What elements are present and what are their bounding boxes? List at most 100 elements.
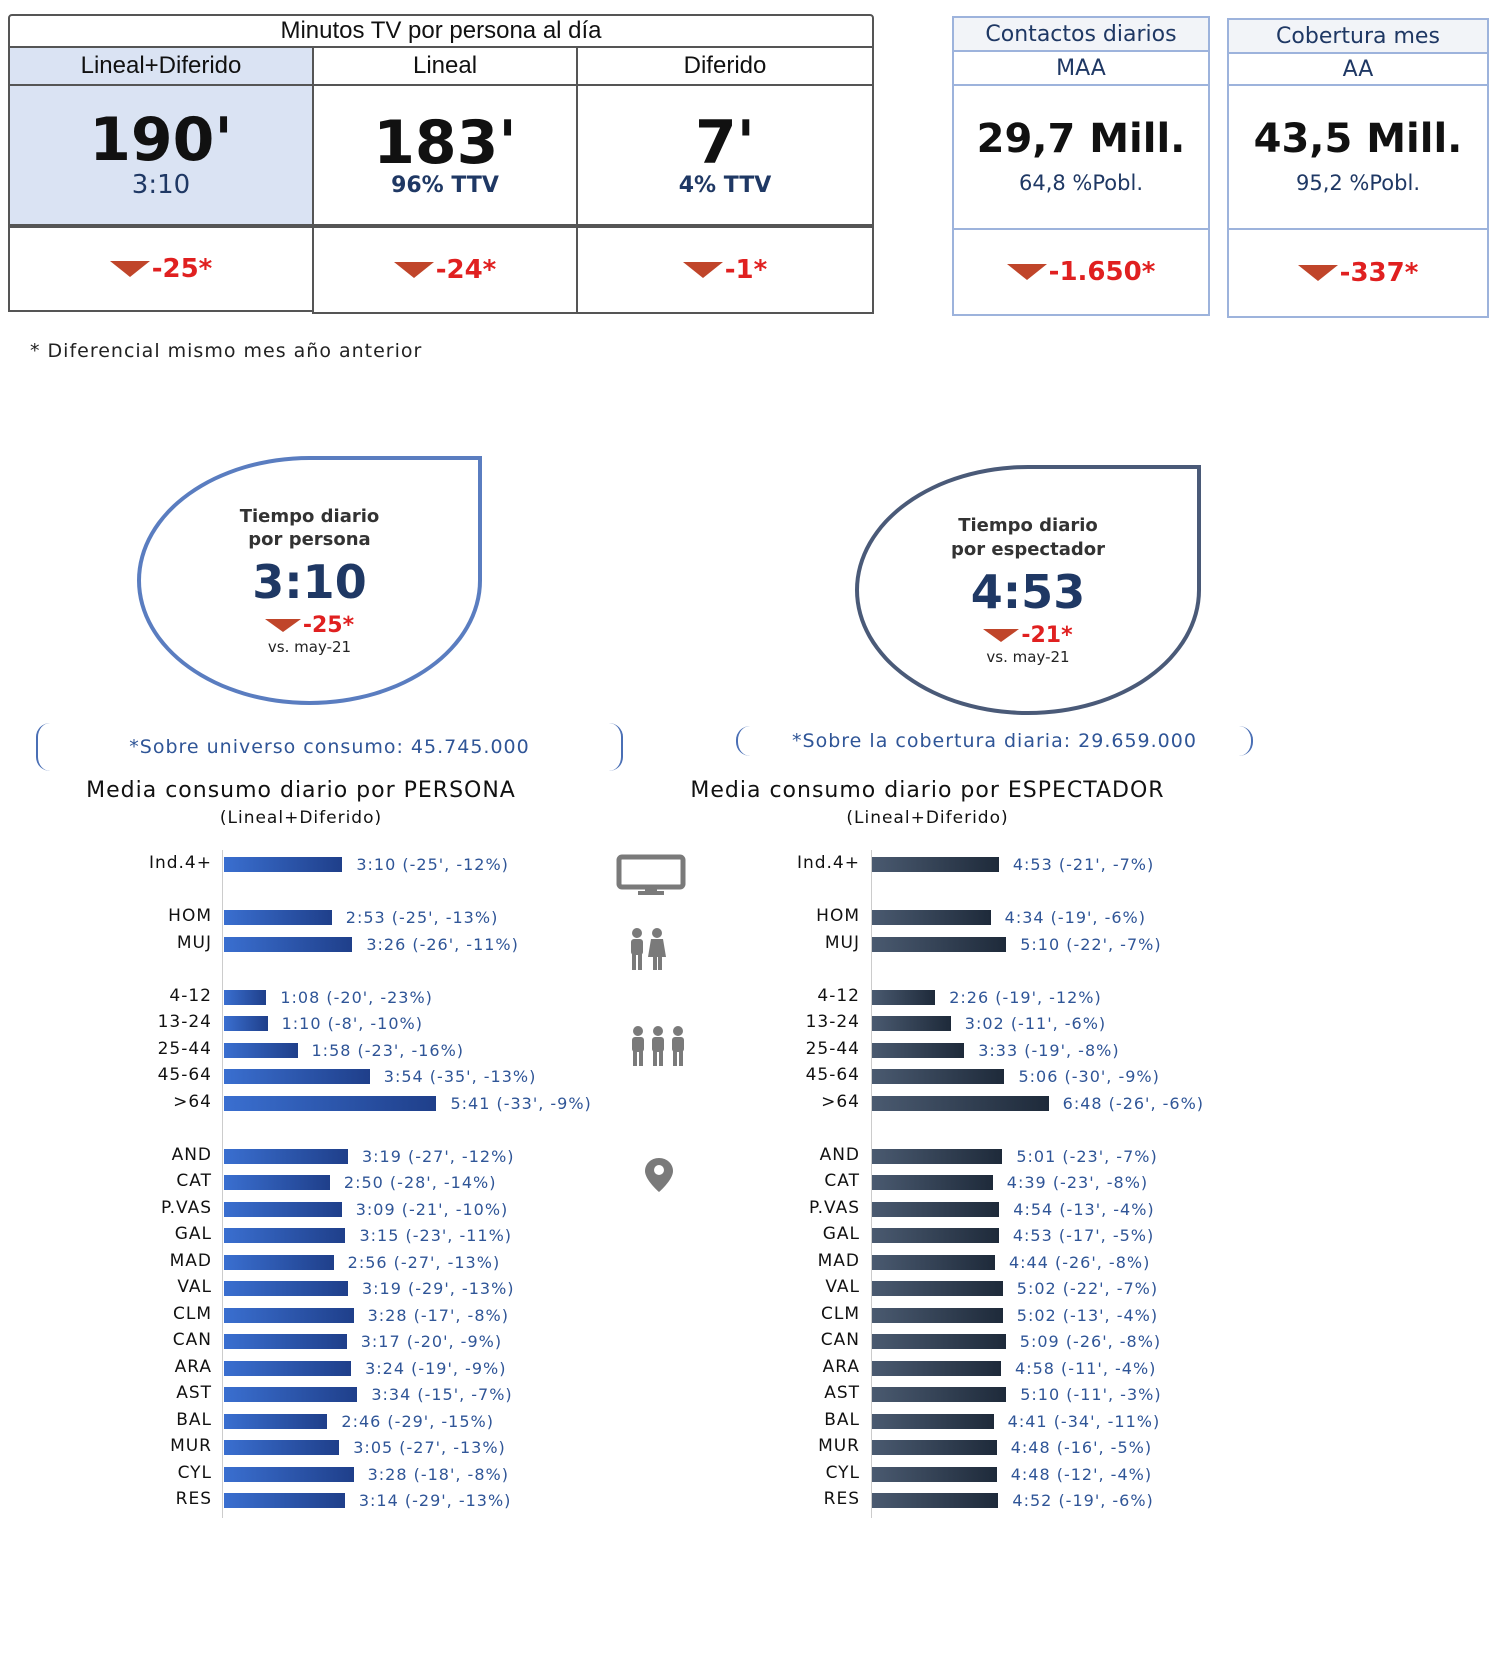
down-arrow-icon — [1297, 265, 1338, 281]
category-label-espectador: AST — [824, 1383, 860, 1403]
bar-espectador — [872, 1281, 1003, 1296]
bar-espectador — [872, 1201, 1000, 1217]
sub-value: 3:10 — [131, 170, 191, 200]
bar-persona — [224, 936, 353, 952]
bar-espectador — [872, 1360, 1002, 1376]
data-label-persona: 1:10 (-8', -10%) — [281, 1014, 423, 1033]
universe-note: *Sobre universo consumo: 45.745.000 — [36, 723, 623, 771]
category-label-espectador: HOM — [816, 906, 860, 926]
category-label-persona: HOM — [168, 906, 212, 926]
bar-espectador — [872, 1387, 1007, 1402]
delta-text: -337* — [1339, 258, 1419, 288]
contacts-sub: MAA — [952, 50, 1210, 86]
footnote: * Diferencial mismo mes año anterior — [30, 340, 423, 362]
bar-persona — [224, 1387, 358, 1402]
category-label-espectador: RES — [823, 1489, 860, 1509]
data-label-persona: 3:17 (-20', -9%) — [360, 1332, 503, 1351]
category-label-espectador: 45-64 — [805, 1065, 860, 1085]
drop-title: por persona — [248, 529, 371, 550]
bar-persona — [224, 1042, 298, 1058]
bar-persona — [224, 989, 267, 1005]
delta-lineal: -24* — [312, 226, 578, 314]
data-label-espectador: 4:58 (-11', -4%) — [1015, 1358, 1157, 1378]
down-arrow-icon — [393, 262, 434, 278]
data-label-espectador: 5:10 (-11', -3%) — [1020, 1385, 1162, 1404]
coverage-title: Cobertura mes — [1227, 18, 1489, 54]
delta-text: -21* — [1021, 622, 1073, 648]
bar-persona — [224, 1228, 346, 1243]
bar-espectador — [872, 857, 999, 872]
data-label-persona: 2:56 (-27', -13%) — [347, 1252, 501, 1272]
value-lineal-diferido: 190' 3:10 — [8, 84, 314, 226]
couple-icon — [631, 928, 666, 970]
bar-persona — [224, 1175, 330, 1190]
value: 7' — [694, 107, 756, 178]
bar-persona — [224, 1148, 348, 1164]
contacts-value: 29,7 Mill. 64,8 %Pobl. — [952, 84, 1210, 230]
category-label-persona: MAD — [169, 1250, 212, 1271]
bar-espectador — [872, 1466, 997, 1482]
contacts-title: Contactos diarios — [952, 16, 1210, 52]
category-label-persona: VAL — [177, 1277, 212, 1297]
category-label-persona: CAT — [176, 1171, 212, 1191]
bar-persona — [224, 1095, 437, 1111]
pct: 95,2 %Pobl. — [1296, 171, 1420, 195]
bar-persona — [224, 1069, 370, 1084]
delta: -337* — [1297, 258, 1419, 288]
category-label-espectador: MUJ — [824, 932, 860, 953]
data-label-espectador: 5:02 (-22', -7%) — [1016, 1279, 1159, 1298]
data-label-persona: 2:53 (-25', -13%) — [345, 908, 499, 927]
category-label-persona: RES — [175, 1489, 212, 1509]
category-label-espectador: VAL — [825, 1277, 860, 1297]
bar-persona — [224, 1334, 347, 1349]
category-label-espectador: MAD — [817, 1250, 860, 1271]
value-lineal: 183' 96% TTV — [312, 84, 578, 226]
sub-text: AA — [1342, 56, 1374, 82]
delta-text: -25* — [151, 254, 213, 284]
bar-persona — [224, 1254, 334, 1270]
bar-espectador — [872, 1413, 994, 1429]
data-label-persona: 3:19 (-27', -12%) — [361, 1146, 515, 1166]
data-label-espectador: 2:26 (-19', -12%) — [949, 987, 1102, 1007]
bar-espectador — [872, 936, 1007, 952]
down-arrow-icon — [682, 262, 723, 278]
data-label-persona: 2:50 (-28', -14%) — [343, 1173, 497, 1192]
bar-espectador — [872, 1148, 1003, 1164]
data-label-espectador: 5:09 (-26', -8%) — [1019, 1332, 1162, 1351]
category-label-persona: AND — [171, 1144, 212, 1165]
down-arrow-icon — [109, 261, 150, 277]
value: 29,7 Mill. — [976, 116, 1186, 162]
data-label-espectador: 4:39 (-23', -8%) — [1006, 1173, 1149, 1192]
category-label-persona: 45-64 — [157, 1065, 212, 1085]
data-label-persona: 3:14 (-29', -13%) — [358, 1491, 512, 1510]
data-label-espectador: 4:48 (-16', -5%) — [1010, 1438, 1153, 1457]
data-label-persona: 1:08 (-20', -23%) — [280, 987, 433, 1007]
value-diferido: 7' 4% TTV — [576, 84, 874, 226]
data-label-persona: 2:46 (-29', -15%) — [341, 1411, 494, 1431]
category-label-persona: GAL — [174, 1224, 212, 1244]
minutes-table-title: Minutos TV por persona al día — [8, 14, 874, 48]
category-label-persona: >64 — [173, 1091, 212, 1112]
data-label-persona: 3:24 (-19', -9%) — [365, 1358, 507, 1378]
delta: -25* — [109, 254, 213, 284]
category-label-espectador: 25-44 — [805, 1038, 860, 1059]
drop-espectador: Tiempo diario por espectador 4:53 -21* v… — [855, 465, 1201, 715]
category-label-espectador: MUR — [818, 1436, 860, 1456]
bar-persona — [224, 1466, 354, 1482]
chart-title-espectador: Media consumo diario por ESPECTADOR — [690, 778, 1165, 803]
category-label-espectador: >64 — [821, 1091, 860, 1112]
bar-persona — [224, 857, 343, 872]
bar-espectador — [872, 1493, 999, 1508]
category-label-persona: CYL — [177, 1462, 212, 1483]
data-label-persona: 5:41 (-33', -9%) — [450, 1093, 592, 1113]
drop-title: por espectador — [951, 538, 1105, 560]
data-label-persona: 3:28 (-17', -8%) — [367, 1305, 509, 1325]
category-label-persona: 4-12 — [169, 985, 212, 1006]
header-text: Lineal — [412, 52, 478, 79]
data-label-espectador: 4:53 (-17', -5%) — [1012, 1226, 1155, 1245]
category-label-persona: MUR — [170, 1436, 212, 1456]
bar-espectador — [872, 1016, 951, 1031]
delta-text: -25* — [302, 613, 355, 639]
bar-espectador — [872, 1334, 1006, 1349]
bar-espectador — [872, 1042, 965, 1058]
